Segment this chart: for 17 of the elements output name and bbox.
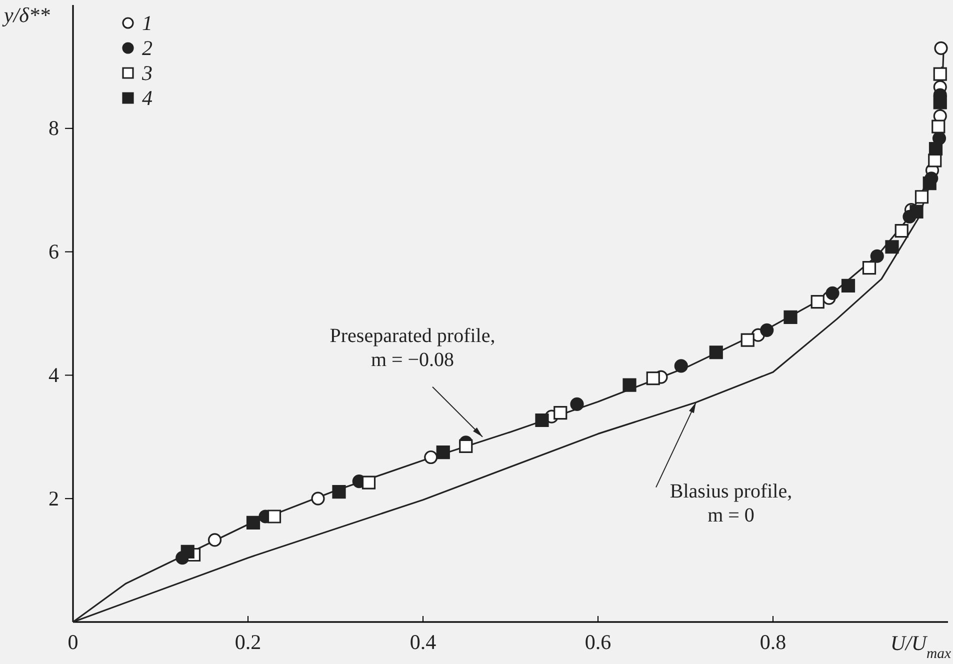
- x-tick-label: 0.2: [234, 630, 262, 654]
- y-tick-label: 6: [48, 240, 59, 264]
- x-tick-label: 0: [68, 630, 78, 654]
- y-tick-label: 2: [48, 486, 59, 510]
- x-tick-label: 0.8: [760, 630, 786, 654]
- x-axis-title: U/U$_{max}$: [890, 631, 952, 662]
- legend-label: 1: [142, 11, 152, 35]
- y-tick-label: 8: [48, 116, 59, 140]
- y-tick-label: 4: [48, 362, 60, 387]
- x-tick-label: 0.4: [410, 630, 437, 654]
- legend-label: 4: [142, 86, 153, 110]
- y-axis-title: y/δ**: [2, 3, 50, 27]
- annotation: Blasius profile, m = 0: [670, 480, 792, 526]
- annotation: Preseparated profile, m = −0.08: [330, 324, 496, 371]
- legend-label: 2: [142, 36, 153, 60]
- legend-label: 3: [141, 61, 152, 85]
- x-tick-label: 0.6: [584, 630, 612, 654]
